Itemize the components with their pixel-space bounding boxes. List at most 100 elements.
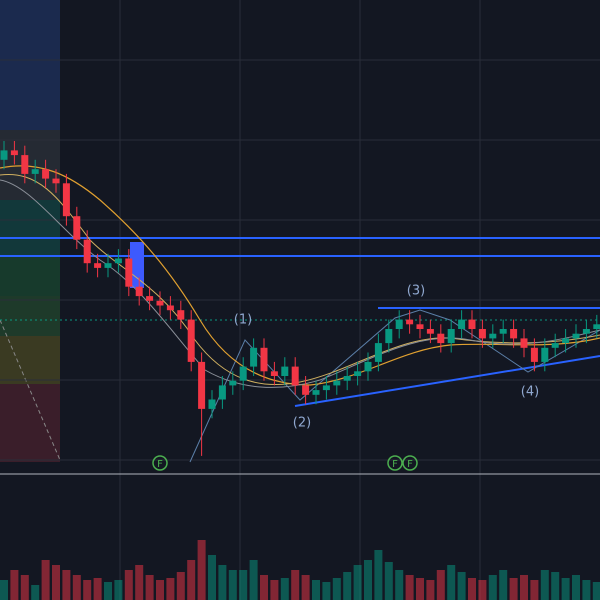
candle-body: [10, 150, 18, 156]
candle-body: [146, 296, 154, 301]
volume-bar: [405, 575, 414, 600]
candle-body: [0, 150, 8, 160]
zone: [0, 256, 60, 296]
candle-body: [31, 169, 39, 174]
volume-bar: [135, 565, 144, 600]
candle-body: [374, 343, 382, 362]
candle-body: [302, 385, 310, 395]
volume-bar: [62, 570, 71, 600]
candle-body: [541, 347, 549, 362]
volume-bar: [332, 578, 341, 600]
flag-label: F: [157, 459, 163, 470]
zone: [0, 384, 60, 462]
volume-bar: [218, 565, 227, 600]
volume-bar: [145, 575, 154, 600]
candle-body: [551, 343, 559, 348]
volume-bar: [530, 580, 539, 600]
fib-diagonal: [0, 319, 61, 461]
wave-label: (3): [407, 284, 425, 299]
candle-body: [478, 329, 486, 339]
candle-body: [593, 324, 600, 329]
candle-body: [239, 366, 247, 381]
volume-bar: [41, 560, 50, 600]
volume-bar: [301, 575, 310, 600]
volume-bar: [228, 570, 237, 600]
candle-body: [499, 329, 507, 334]
volume-bar: [187, 560, 196, 600]
volume-bar: [0, 580, 8, 600]
candle-body: [520, 338, 528, 348]
volume-bar: [280, 578, 289, 600]
candle-body: [260, 347, 268, 372]
volume-bar: [10, 570, 19, 600]
volume-bar: [124, 570, 133, 600]
candle-body: [52, 178, 60, 184]
candle-body: [510, 329, 518, 339]
candle-body: [73, 216, 81, 240]
volume-bar: [72, 575, 81, 600]
candle-body: [250, 347, 258, 367]
volume-bar: [592, 582, 600, 600]
candle-body: [343, 376, 351, 381]
moving-average: [0, 173, 600, 385]
volume-bar: [208, 555, 216, 600]
zone: [0, 336, 60, 384]
flag-marker: [402, 455, 418, 471]
candle-body: [104, 263, 112, 268]
candle-body: [281, 366, 289, 376]
candle-body: [125, 258, 133, 287]
wave-label: (1): [234, 313, 252, 328]
candle-body: [208, 399, 216, 409]
candle-body: [135, 286, 143, 297]
candle-body: [447, 329, 455, 344]
volume-bar: [197, 540, 206, 600]
candle-body: [572, 333, 580, 339]
candle-body: [114, 258, 122, 264]
volume-bar: [166, 578, 175, 600]
candle-body: [187, 319, 195, 362]
wave-label: (4): [521, 385, 539, 400]
volume-bar: [374, 550, 383, 600]
candle-body: [354, 371, 362, 376]
candle-body: [218, 385, 226, 400]
candle-body: [21, 155, 29, 174]
volume-bar: [395, 570, 404, 600]
volume-bar: [468, 578, 476, 600]
volume-bar: [312, 580, 320, 600]
zone: [0, 296, 60, 336]
volume-bar: [83, 580, 92, 600]
zone: [0, 0, 60, 130]
flag-label: F: [392, 459, 398, 470]
candle-body: [468, 319, 476, 329]
volume-bar: [353, 565, 362, 600]
volume-bar: [270, 580, 279, 600]
volume-bar: [114, 580, 123, 600]
candle-body: [166, 305, 174, 311]
volume-bar: [447, 565, 456, 600]
candle-body: [177, 310, 185, 320]
candle-body: [312, 390, 320, 395]
candle-body: [562, 338, 570, 344]
candle-body: [489, 333, 497, 339]
candle-body: [385, 329, 393, 344]
volume-bar: [540, 570, 549, 600]
volume-bar: [572, 575, 580, 600]
volume-bar: [322, 582, 331, 600]
volume-bar: [509, 578, 518, 600]
volume-bar: [426, 580, 435, 600]
marks: (1)(2)(3)(4)F F F: [0, 141, 600, 600]
candle-body: [42, 169, 50, 179]
candle-body: [395, 319, 403, 329]
volume-bar: [499, 570, 508, 600]
candle-body: [406, 319, 414, 325]
volume-bar: [104, 582, 112, 600]
candle-body: [364, 361, 372, 372]
background-zones: [0, 0, 61, 462]
candle-body: [322, 385, 330, 391]
volume-bar: [156, 580, 164, 600]
volume-bar: [93, 578, 102, 600]
zone: [0, 200, 60, 256]
